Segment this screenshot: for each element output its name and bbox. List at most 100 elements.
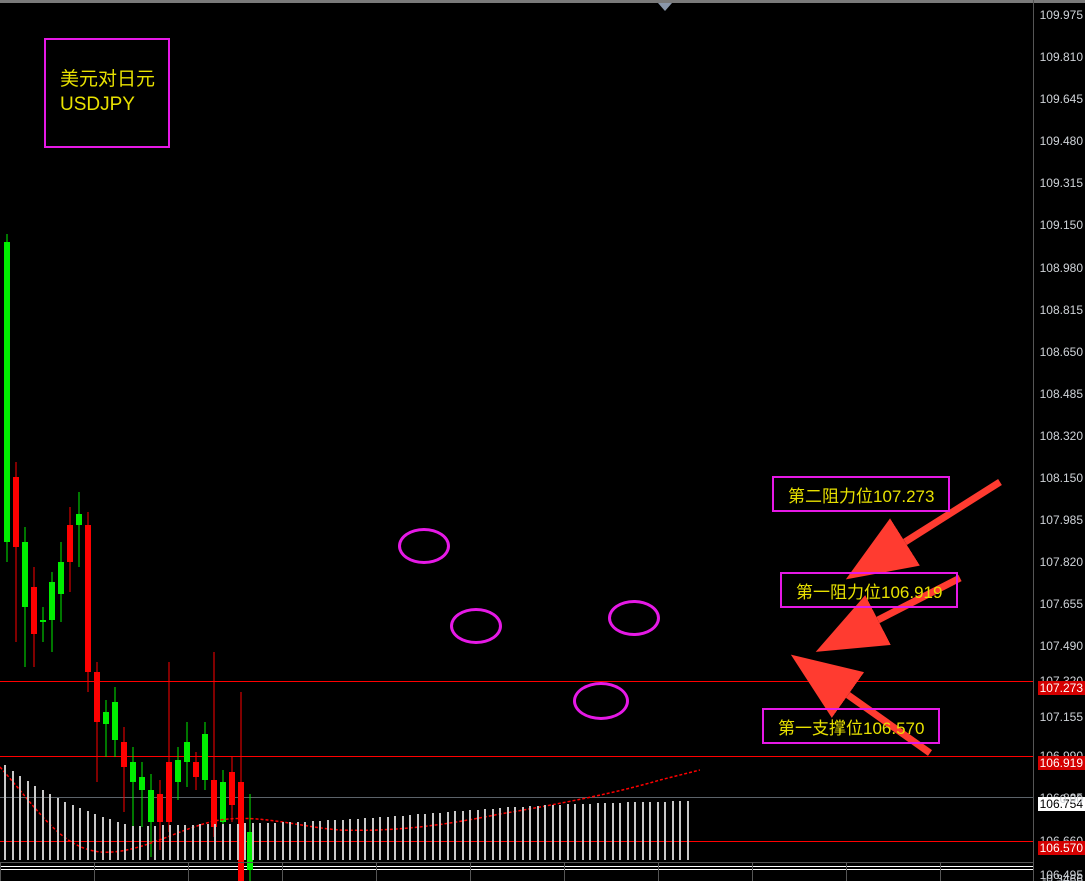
histogram-bar [184,825,186,860]
axis-tick-label[interactable]: 109.975 [1040,8,1083,22]
histogram-bar [492,809,494,861]
highlight-ellipse-1 [398,528,450,564]
histogram-bar [162,825,164,860]
histogram-bar [454,811,456,860]
histogram-bar [154,826,156,860]
histogram-bar [207,824,209,860]
histogram-bar [139,826,141,860]
histogram-bar [327,820,329,860]
histogram-bar [19,776,21,860]
histogram-bar [282,822,284,860]
histogram-bar [529,806,531,860]
histogram-bar [522,807,524,860]
histogram-bar [379,817,381,860]
histogram-bar [334,820,336,860]
histogram-bar [402,816,404,860]
axis-tick-label[interactable]: 108.650 [1040,345,1083,359]
histogram-bar [447,812,449,860]
histogram-bar [499,808,501,860]
histogram-bar [304,822,306,860]
histogram-bar [57,798,59,860]
top-divider-bar [0,0,1085,3]
histogram-bar [417,814,419,860]
histogram-bar [124,824,126,860]
histogram-bar [372,818,374,860]
histogram-bar [27,781,29,860]
axis-tick-label[interactable]: 107.820 [1040,555,1083,569]
annotation-box-resistance1: 第一阻力位106.919 [780,572,958,608]
histogram-bar [537,806,539,860]
histogram-bar [79,808,81,860]
histogram-bar [409,815,411,860]
histogram-bar [252,823,254,860]
axis-tick-label[interactable]: 109.150 [1040,218,1083,232]
histogram-bar [634,802,636,860]
histogram-bar [64,802,66,860]
time-axis-grid-row [0,862,1034,881]
axis-tick-label[interactable]: 109.645 [1040,92,1083,106]
histogram-bar [147,826,149,860]
histogram-bar [612,803,614,860]
axis-tick-label[interactable]: 109.810 [1040,50,1083,64]
crosshair-top-marker [658,3,672,11]
histogram-bar [214,824,216,860]
histogram-bar [649,802,651,860]
pair-label-line2: USDJPY [60,93,135,118]
axis-tick-label-bottom-scale[interactable]: -0.3466 [1042,872,1083,881]
axis-tick-label[interactable]: 108.320 [1040,429,1083,443]
axis-tick-label[interactable]: 107.490 [1040,639,1083,653]
histogram-bar [597,803,599,860]
histogram-bar [259,823,261,860]
histogram-bar [664,802,666,860]
histogram-bar [117,822,119,860]
axis-tick-label[interactable]: 108.150 [1040,471,1083,485]
candlestick-chart-window: 美元对日元 USDJPY 第二阻力位107.273 第一阻力位106.919 第… [0,0,1085,881]
histogram-bar [34,786,36,860]
histogram-bar [672,801,674,860]
axis-tick-label[interactable]: 109.480 [1040,134,1083,148]
axis-tick-label[interactable]: 107.655 [1040,597,1083,611]
histogram-bar [424,814,426,860]
histogram-bar [177,825,179,860]
histogram-bar [484,809,486,860]
axis-tick-label-bottom-scale[interactable]: 0.00 [1060,792,1083,806]
axis-tick-label[interactable]: 108.980 [1040,261,1083,275]
axis-tick-highlight-red[interactable]: 106.919 [1038,756,1085,770]
histogram-bar [274,823,276,860]
histogram-bar [192,825,194,860]
axis-tick-label[interactable]: 107.155 [1040,710,1083,724]
price-axis[interactable]: 109.975 109.810 109.645 109.480 109.315 109.1… [1033,0,1085,881]
axis-tick-label[interactable]: 108.815 [1040,303,1083,317]
histogram-bar [477,810,479,860]
histogram-bar [222,824,224,860]
annotation-text-support1: 第一支撑位106.570 [778,714,924,739]
histogram-bar [199,824,201,860]
histogram-bar [507,807,509,860]
histogram-bar [589,804,591,861]
histogram-bar [4,765,6,860]
histogram-bar [94,814,96,860]
annotation-text-resistance2: 第二阻力位107.273 [788,482,934,507]
histogram-bar [12,771,14,860]
axis-tick-label[interactable]: 107.985 [1040,513,1083,527]
axis-tick-highlight-red[interactable]: 106.570 [1038,841,1085,855]
histogram-bar [319,821,321,860]
histogram-bar [619,803,621,860]
axis-tick-label[interactable]: 109.315 [1040,176,1083,190]
histogram-bar [312,821,314,860]
histogram-bar [342,820,344,860]
histogram-bar [469,810,471,860]
pair-label-line1: 美元对日元 [60,68,155,93]
histogram-bar [169,825,171,860]
histogram-bar [244,823,246,860]
histogram-bar [102,817,104,860]
histogram-bar [387,817,389,860]
histogram-bar [642,802,644,860]
histogram-bar [109,819,111,860]
highlight-ellipse-4 [573,682,629,720]
histogram-bar [42,790,44,860]
histogram-indicator-panel [0,752,700,860]
axis-tick-label[interactable]: 108.485 [1040,387,1083,401]
axis-tick-highlight-red[interactable]: 107.273 [1038,681,1085,695]
histogram-bar [132,826,134,860]
